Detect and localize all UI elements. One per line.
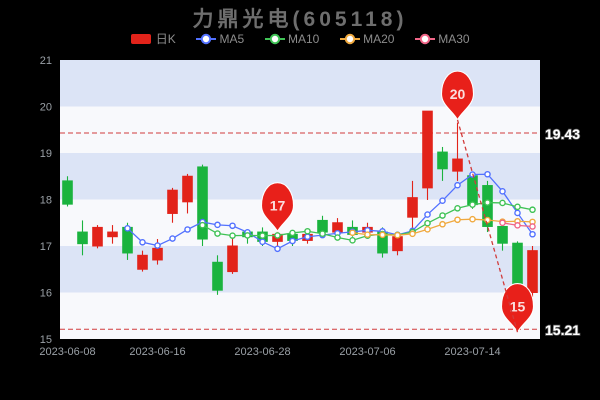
svg-text:16: 16	[40, 288, 52, 300]
svg-text:2023-06-16: 2023-06-16	[129, 346, 185, 358]
svg-text:20: 20	[40, 102, 52, 114]
svg-text:18: 18	[40, 195, 52, 207]
svg-text:17: 17	[270, 197, 286, 213]
svg-text:15.21: 15.21	[545, 322, 580, 338]
svg-text:2023-07-14: 2023-07-14	[444, 346, 500, 358]
svg-text:19: 19	[40, 148, 52, 160]
svg-text:19.43: 19.43	[545, 126, 580, 142]
svg-text:20: 20	[450, 86, 466, 102]
svg-text:17: 17	[40, 241, 52, 253]
svg-text:2023-06-28: 2023-06-28	[234, 346, 290, 358]
svg-text:2023-07-06: 2023-07-06	[339, 346, 395, 358]
svg-text:2023-06-08: 2023-06-08	[39, 346, 95, 358]
svg-text:21: 21	[40, 55, 52, 67]
svg-text:15: 15	[40, 334, 52, 346]
